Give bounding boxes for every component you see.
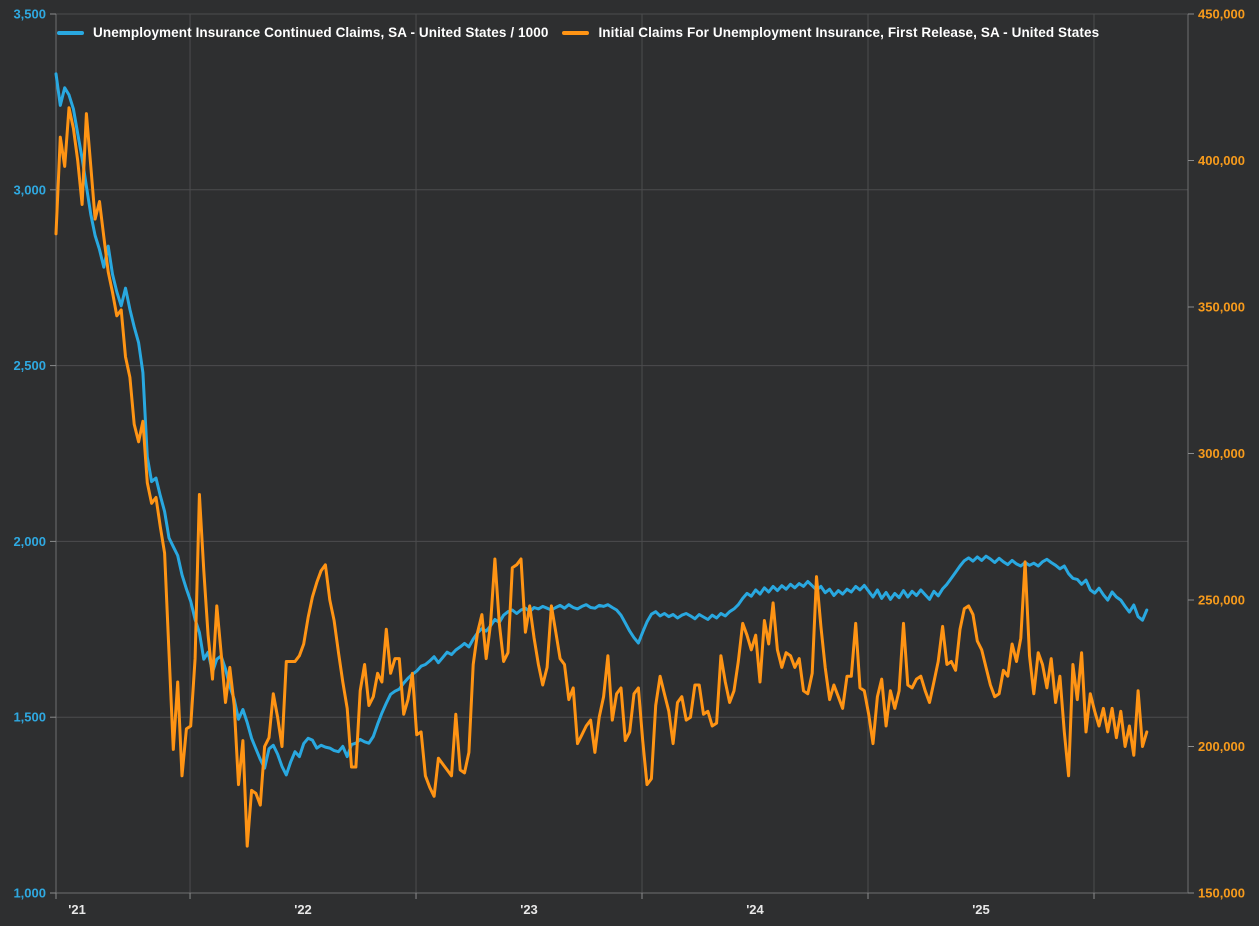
right-axis-tick-label: 150,000 [1198,886,1245,901]
right-axis-tick-label: 400,000 [1198,153,1245,168]
x-axis-year-label: '25 [972,902,990,917]
right-axis-tick-label: 350,000 [1198,300,1245,315]
right-axis-tick-label: 250,000 [1198,593,1245,608]
left-axis-tick-label: 1,500 [13,710,46,725]
left-axis-tick-label: 3,500 [13,7,46,22]
x-axis-year-label: '21 [68,902,86,917]
left-axis-tick-label: 2,500 [13,358,46,373]
right-axis-tick-label: 300,000 [1198,446,1245,461]
continued-claims-line [54,72,1149,777]
initial-claims-line [54,106,1149,848]
left-axis-tick-label: 1,000 [13,886,46,901]
x-axis-year-label: '23 [520,902,538,917]
left-axis-tick-label: 3,000 [13,182,46,197]
right-axis-tick-label: 450,000 [1198,7,1245,22]
right-axis-tick-label: 200,000 [1198,739,1245,754]
left-axis-tick-label: 2,000 [13,534,46,549]
x-axis-year-label: '22 [294,902,312,917]
x-axis-year-label: '24 [746,902,764,917]
